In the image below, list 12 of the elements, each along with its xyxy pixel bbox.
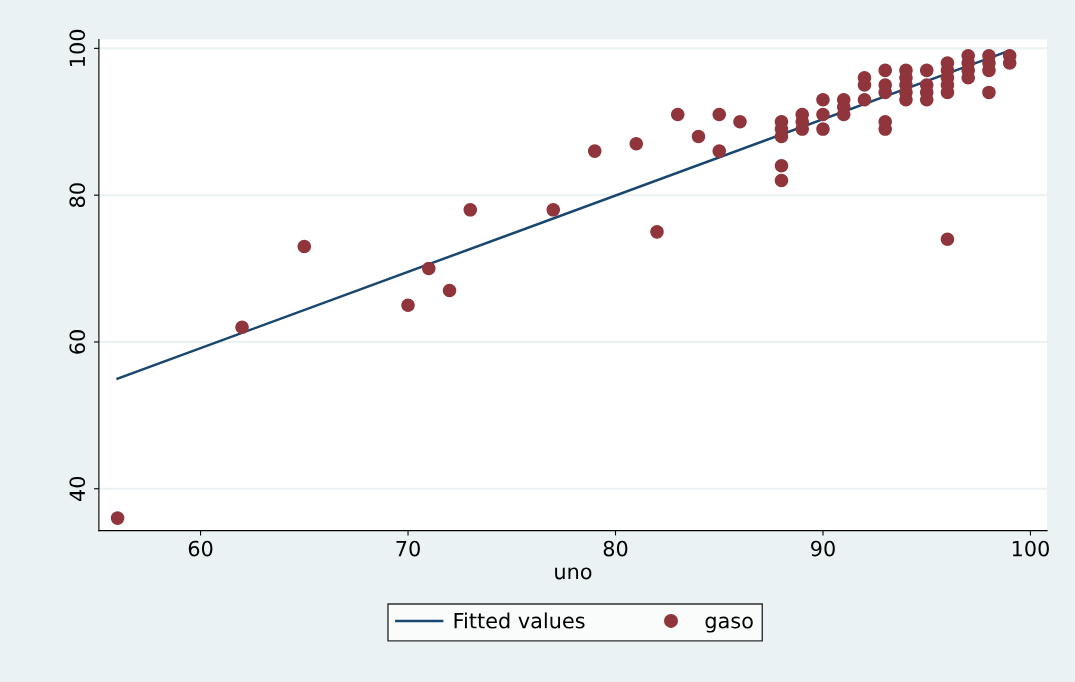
legend-label: Fitted values (454, 612, 585, 629)
x-tick-label: 90 (811, 540, 835, 557)
y-tick-label: 60 (69, 330, 86, 354)
legend-label: gaso (705, 616, 753, 633)
x-tick-label: 100 (1012, 540, 1049, 557)
y-tick-label: 80 (69, 183, 86, 207)
y-tick-label: 40 (69, 476, 86, 501)
x-tick-label: 80 (603, 540, 628, 557)
x-axis-title: uno (555, 567, 592, 580)
x-tick-label: 60 (188, 540, 213, 557)
y-tick-label: 100 (69, 29, 86, 66)
x-tick-label: 70 (396, 540, 420, 557)
